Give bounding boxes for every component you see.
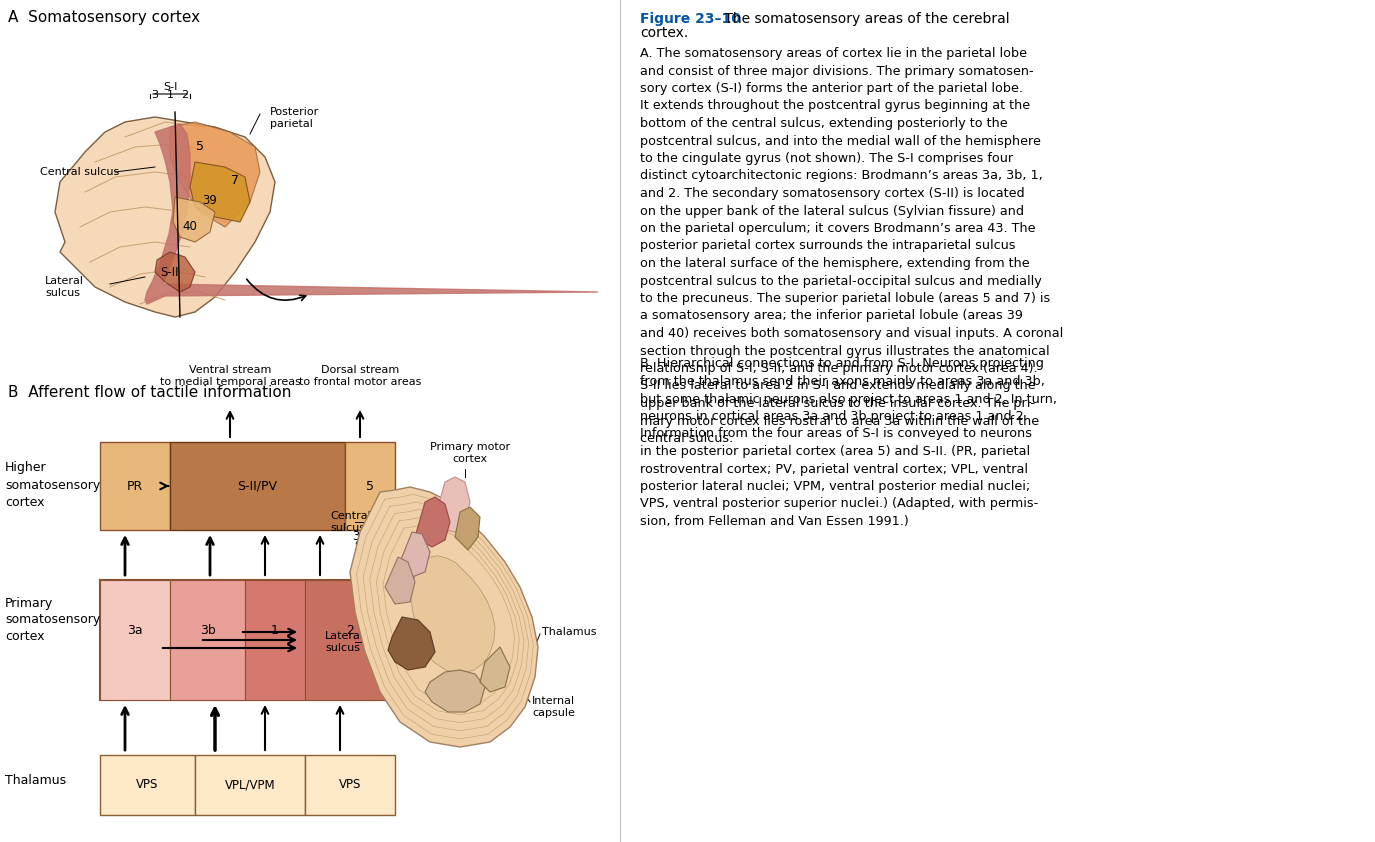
Text: Thalamus: Thalamus: [6, 774, 66, 786]
Text: Central
sulcus: Central sulcus: [330, 511, 371, 533]
Text: 3a: 3a: [126, 623, 143, 637]
Text: 5: 5: [197, 141, 203, 153]
FancyBboxPatch shape: [245, 580, 305, 700]
Polygon shape: [170, 122, 260, 227]
Polygon shape: [425, 670, 485, 712]
Text: 1: 1: [356, 556, 364, 568]
Text: S-II/PV: S-II/PV: [236, 479, 276, 493]
Polygon shape: [480, 647, 510, 692]
Text: 7: 7: [231, 173, 239, 186]
Text: 1: 1: [166, 90, 173, 100]
FancyBboxPatch shape: [305, 755, 395, 815]
Text: S-I: S-I: [162, 82, 177, 92]
Text: Primary
somatosensory
cortex: Primary somatosensory cortex: [6, 596, 100, 643]
Polygon shape: [415, 497, 450, 547]
Text: PR: PR: [126, 479, 143, 493]
Text: Posterior
parietal: Posterior parietal: [270, 107, 319, 129]
Text: VPS: VPS: [338, 779, 362, 791]
Text: Lateral
sulcus: Lateral sulcus: [45, 276, 84, 298]
Polygon shape: [55, 117, 275, 317]
Text: 3: 3: [151, 90, 158, 100]
Text: Internal
capsule: Internal capsule: [532, 696, 575, 717]
Text: 40: 40: [183, 221, 198, 233]
Polygon shape: [388, 617, 434, 670]
Text: B  Afferent flow of tactile information: B Afferent flow of tactile information: [8, 385, 292, 400]
Text: 39: 39: [202, 194, 217, 206]
FancyBboxPatch shape: [100, 755, 195, 815]
Text: cortex.: cortex.: [639, 26, 689, 40]
FancyBboxPatch shape: [345, 442, 395, 530]
Text: 3b: 3b: [352, 530, 367, 543]
FancyBboxPatch shape: [170, 580, 245, 700]
Text: VPS: VPS: [136, 779, 158, 791]
Polygon shape: [190, 162, 250, 222]
Text: B. Hierarchical connections to and from S-I. Neurons projecting
from the thalamu: B. Hierarchical connections to and from …: [639, 358, 1057, 528]
Text: Dorsal stream
to frontal motor areas: Dorsal stream to frontal motor areas: [298, 365, 421, 387]
FancyBboxPatch shape: [195, 755, 305, 815]
Text: Central sulcus: Central sulcus: [40, 167, 120, 177]
Text: Lateral
sulcus: Lateral sulcus: [324, 632, 364, 653]
Text: The somatosensory areas of the cerebral: The somatosensory areas of the cerebral: [720, 12, 1009, 26]
Polygon shape: [400, 532, 430, 577]
FancyBboxPatch shape: [170, 442, 345, 530]
FancyBboxPatch shape: [100, 580, 170, 700]
Text: Ventral stream
to medial temporal areas: Ventral stream to medial temporal areas: [160, 365, 300, 387]
Text: 3b: 3b: [199, 623, 216, 637]
FancyBboxPatch shape: [305, 580, 395, 700]
Text: 2: 2: [346, 623, 353, 637]
Text: A  Somatosensory cortex: A Somatosensory cortex: [8, 10, 201, 25]
Polygon shape: [385, 557, 415, 604]
Text: S-II: S-II: [402, 637, 424, 651]
Text: 1: 1: [271, 623, 279, 637]
Text: Primary motor
cortex: Primary motor cortex: [430, 442, 510, 464]
Polygon shape: [144, 124, 598, 304]
Polygon shape: [434, 477, 470, 532]
FancyBboxPatch shape: [100, 442, 170, 530]
Text: Higher
somatosensory
cortex: Higher somatosensory cortex: [6, 461, 100, 509]
Text: 2: 2: [182, 90, 188, 100]
Text: S-II: S-II: [161, 265, 179, 279]
Text: Thalamus: Thalamus: [542, 627, 597, 637]
Polygon shape: [155, 252, 195, 292]
Text: A. The somatosensory areas of cortex lie in the parietal lobe
and consist of thr: A. The somatosensory areas of cortex lie…: [639, 47, 1063, 445]
Text: Figure 23–10: Figure 23–10: [639, 12, 741, 26]
Text: VPL/VPM: VPL/VPM: [224, 779, 275, 791]
Text: 5: 5: [366, 479, 374, 493]
Polygon shape: [351, 487, 538, 747]
Polygon shape: [411, 556, 495, 673]
Text: 3a: 3a: [465, 524, 480, 536]
Text: 2: 2: [356, 585, 364, 599]
Polygon shape: [173, 197, 214, 242]
Polygon shape: [455, 507, 480, 550]
